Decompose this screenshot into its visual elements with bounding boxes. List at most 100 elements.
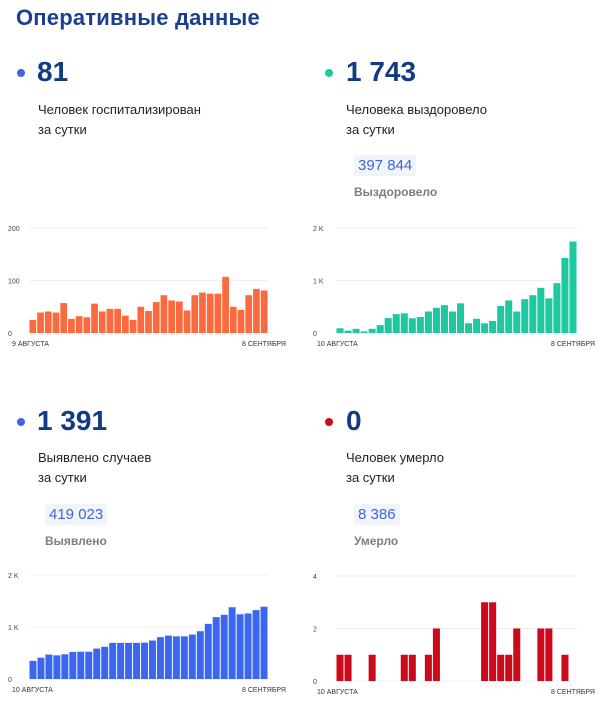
daily-value: 1 743	[346, 56, 417, 87]
bar	[561, 257, 569, 333]
x-end-label: 8 СЕНТЯБРЯ	[551, 341, 595, 348]
y-tick-label: 2 K	[313, 226, 324, 233]
bar	[61, 654, 69, 679]
bar	[368, 328, 376, 333]
bar	[400, 313, 408, 333]
x-end-label: 8 СЕНТЯБРЯ	[551, 689, 595, 696]
bar	[489, 320, 497, 333]
y-tick-label: 100	[8, 279, 20, 286]
y-tick-label: 200	[8, 226, 20, 233]
chart-recovered: 0 1 K 2 K 10 АВГУСТА 8 СЕНТЯБРЯ	[313, 226, 595, 348]
bar	[206, 293, 214, 333]
bar	[183, 310, 191, 333]
bar	[465, 323, 473, 333]
bar	[101, 646, 109, 679]
y-tick-label: 2 K	[8, 573, 19, 580]
bar	[244, 613, 252, 679]
bar	[344, 654, 352, 681]
bar	[400, 654, 408, 681]
caption-line1: Человек умерло	[346, 450, 444, 465]
bar	[98, 311, 106, 333]
bar	[448, 311, 456, 333]
bar	[77, 651, 85, 679]
bar	[117, 642, 125, 679]
y-tick-label: 0	[8, 331, 12, 338]
bar	[191, 295, 199, 333]
bar	[545, 628, 553, 681]
stat-block-deaths: 0 Человек умерло за сутки 8 386 Умерло 0…	[305, 400, 605, 711]
caption-line1: Человека выздоровело	[346, 102, 487, 117]
bar	[384, 318, 392, 333]
bar	[44, 311, 52, 333]
bar	[29, 660, 37, 679]
total-value-box: 397 844	[354, 155, 417, 176]
dot-icon	[325, 418, 333, 426]
bar	[160, 295, 168, 333]
page-title: Оперативные данные	[16, 5, 260, 30]
bar	[252, 610, 260, 679]
bar	[253, 288, 260, 333]
bar	[172, 636, 180, 679]
bar	[529, 295, 537, 333]
total-label: Умерло	[354, 534, 399, 548]
y-tick-label: 4	[313, 574, 317, 581]
caption-line2: за сутки	[38, 122, 87, 137]
bar	[440, 305, 448, 333]
bar	[91, 303, 98, 333]
bar	[537, 628, 545, 681]
bar	[52, 312, 60, 333]
bar	[424, 311, 432, 333]
bar	[537, 287, 545, 333]
bar	[481, 323, 489, 333]
x-start-label: 9 АВГУСТА	[12, 341, 49, 348]
bar	[37, 312, 44, 333]
bar	[45, 654, 53, 679]
stat-block-cases: 1 391 Выявлено случаев за сутки 419 023 …	[0, 400, 300, 711]
y-tick-label: 0	[313, 331, 317, 338]
bar	[83, 317, 91, 333]
daily-value: 81	[37, 56, 69, 87]
bar	[141, 642, 148, 679]
bar	[481, 602, 489, 681]
bar	[188, 634, 196, 679]
dot-icon	[325, 69, 333, 77]
x-end-label: 8 СЕНТЯБРЯ	[242, 341, 286, 348]
bar	[473, 318, 481, 333]
bar	[60, 303, 68, 333]
bar	[199, 292, 206, 333]
bar	[432, 307, 440, 333]
y-tick-label: 1 K	[313, 279, 324, 286]
bar	[220, 614, 228, 679]
bar	[408, 654, 416, 681]
x-start-label: 10 АВГУСТА	[12, 687, 53, 694]
dot-icon	[17, 69, 25, 77]
bar	[156, 637, 164, 679]
bar	[352, 328, 360, 333]
stat-block-hospitalized: 81 Человек госпитализирован за сутки 0 10…	[0, 0, 300, 360]
bar	[344, 330, 352, 333]
y-tick-label: 0	[8, 677, 12, 684]
bar	[336, 654, 344, 681]
bar	[408, 318, 416, 333]
bar	[569, 241, 577, 333]
bar	[149, 640, 156, 679]
chart-cases: 0 1 K 2 K 10 АВГУСТА 8 СЕНТЯБРЯ	[8, 573, 286, 694]
bar	[237, 309, 245, 333]
caption-line1: Человек госпитализирован	[38, 102, 201, 117]
bar	[164, 635, 172, 679]
bar	[392, 314, 400, 333]
bar	[424, 654, 432, 681]
bar	[336, 328, 344, 333]
bar	[68, 318, 75, 333]
bar	[145, 310, 152, 333]
bar	[93, 648, 101, 679]
bar	[245, 295, 253, 333]
bar	[497, 654, 505, 681]
caption-line2: за сутки	[346, 470, 395, 485]
bar	[260, 290, 268, 333]
bar	[75, 316, 83, 333]
bar	[133, 642, 141, 679]
bar	[260, 606, 268, 679]
chart-deaths: 0 2 4 10 АВГУСТА 8 СЕНТЯБРЯ	[313, 574, 595, 696]
bar	[114, 308, 122, 333]
